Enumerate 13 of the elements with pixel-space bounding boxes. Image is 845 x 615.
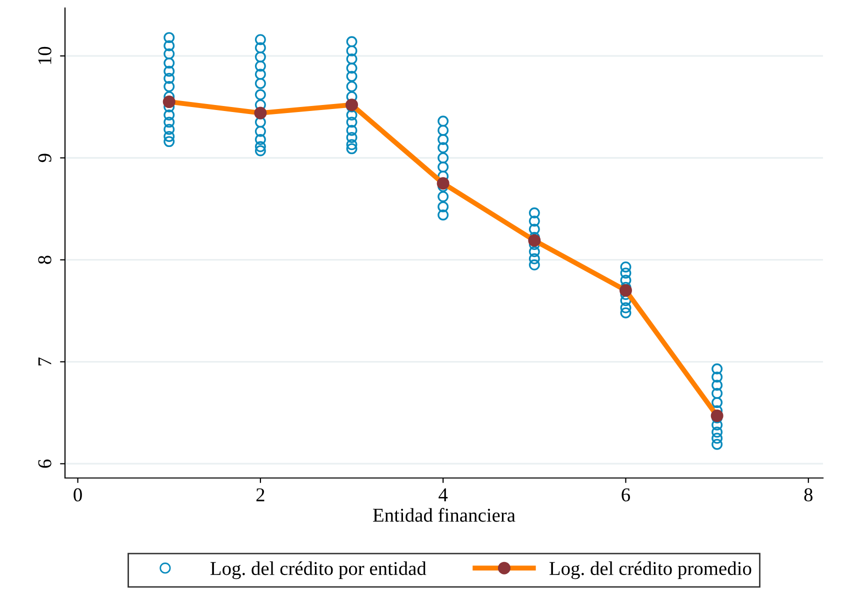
legend-label: Log. del crédito promedio [550, 561, 752, 580]
y-tick-label: 6 [38, 459, 52, 468]
x-tick-label: 4 [438, 488, 448, 502]
x-tick-label: 2 [256, 488, 264, 502]
y-tick-label: 10 [38, 46, 52, 64]
x-axis-title: Entidad financiera [373, 508, 516, 522]
x-tick-label: 0 [74, 488, 82, 502]
x-tick-label: 6 [622, 488, 630, 502]
legend-label: Log. del crédito por entidad [210, 561, 426, 580]
y-tick-label: 7 [38, 357, 52, 366]
y-tick-label: 8 [38, 256, 52, 264]
y-tick-label: 9 [38, 154, 52, 162]
x-tick-label: 8 [804, 488, 813, 502]
